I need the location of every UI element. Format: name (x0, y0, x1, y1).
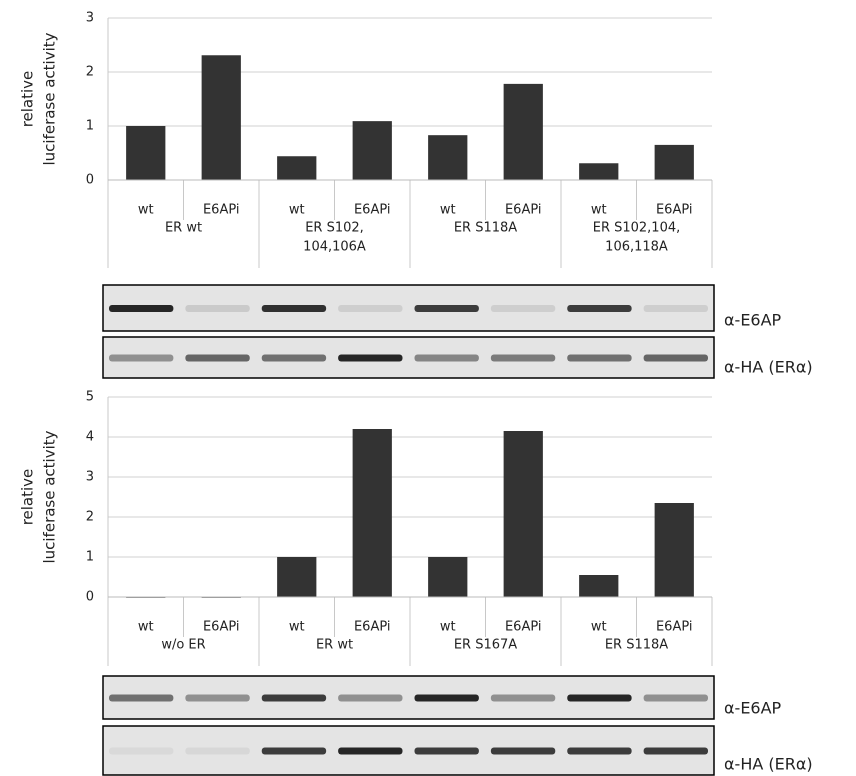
blot-band (109, 354, 174, 362)
y-axis-label: relative (19, 71, 37, 128)
y-axis-label: luciferase activity (41, 430, 59, 563)
x-tick-label: wt (289, 620, 305, 635)
group-label: ER S102, (305, 221, 364, 236)
y-tick-label: 3 (86, 470, 94, 485)
x-tick-label: wt (591, 620, 607, 635)
blot-band (185, 305, 250, 312)
group-label: w/o ER (161, 638, 205, 653)
blot-band (109, 747, 174, 755)
bar (654, 144, 694, 180)
blot-band (567, 747, 632, 755)
group-label: ER S118A (454, 221, 517, 236)
blot-band (567, 305, 632, 312)
bar (277, 557, 317, 597)
blot-band (338, 354, 403, 362)
y-tick-label: 0 (86, 590, 94, 605)
blot-band (338, 305, 403, 312)
group-label: ER S102,104, (593, 221, 681, 236)
blot-band (185, 694, 250, 702)
blot-band (490, 305, 556, 312)
y-axis-label: relative (19, 469, 37, 526)
x-tick-label: E6APi (656, 620, 693, 635)
blot-band (414, 747, 479, 755)
bar (428, 557, 468, 597)
bar (277, 156, 317, 180)
y-tick-label: 0 (86, 173, 94, 188)
x-tick-label: E6APi (354, 203, 391, 218)
blot-band (261, 694, 327, 702)
blot-band (338, 694, 403, 702)
blot-label: α-HA (ERα) (724, 358, 813, 377)
bar (428, 135, 468, 180)
bar (503, 431, 543, 597)
x-tick-label: wt (440, 620, 456, 635)
x-tick-label: E6APi (505, 203, 542, 218)
blot-band (185, 354, 250, 362)
blot-band (643, 747, 708, 755)
bar (579, 575, 619, 597)
blot-label: α-E6AP (724, 311, 782, 330)
x-tick-label: wt (138, 620, 154, 635)
group-label: ER S118A (605, 638, 668, 653)
x-tick-label: E6APi (656, 203, 693, 218)
x-tick-label: wt (440, 203, 456, 218)
blot-band (109, 305, 174, 312)
group-label: 104,106A (303, 240, 366, 255)
blot-band (490, 747, 556, 755)
blot-band (643, 305, 708, 312)
x-tick-label: E6APi (354, 620, 391, 635)
x-tick-label: wt (591, 203, 607, 218)
blot-band (261, 354, 327, 362)
bar (126, 126, 166, 180)
group-label: ER wt (165, 221, 202, 236)
blot-band (109, 694, 174, 702)
y-tick-label: 2 (86, 510, 94, 525)
bar (201, 55, 241, 181)
y-tick-label: 4 (86, 430, 94, 445)
x-tick-label: E6APi (203, 620, 240, 635)
blot-band (643, 694, 708, 702)
blot-band (643, 354, 708, 362)
blot-band (338, 747, 403, 755)
blot-band (414, 694, 479, 702)
group-label: ER wt (316, 638, 353, 653)
blot-band (261, 747, 327, 755)
x-tick-label: wt (289, 203, 305, 218)
bar (352, 429, 392, 597)
group-label: ER S167A (454, 638, 517, 653)
blot-band (490, 694, 556, 702)
blot-band (185, 747, 250, 755)
group-label: 106,118A (605, 240, 668, 255)
blot-band (567, 354, 632, 362)
x-tick-label: E6APi (203, 203, 240, 218)
blot-band (414, 305, 479, 312)
blot-band (490, 354, 556, 362)
bar (352, 121, 392, 180)
bar (654, 503, 694, 597)
y-tick-label: 1 (86, 550, 94, 565)
y-tick-label: 5 (86, 390, 94, 405)
blot-band (261, 305, 327, 312)
bar (579, 163, 619, 180)
y-tick-label: 3 (86, 11, 94, 26)
bar (503, 83, 543, 180)
y-axis-label: luciferase activity (41, 32, 59, 165)
blot-band (567, 694, 632, 702)
x-tick-label: E6APi (505, 620, 542, 635)
y-tick-label: 2 (86, 65, 94, 80)
x-tick-label: wt (138, 203, 154, 218)
y-tick-label: 1 (86, 119, 94, 134)
blot-label: α-HA (ERα) (724, 755, 813, 774)
blot-label: α-E6AP (724, 699, 782, 718)
blot-band (414, 354, 479, 362)
